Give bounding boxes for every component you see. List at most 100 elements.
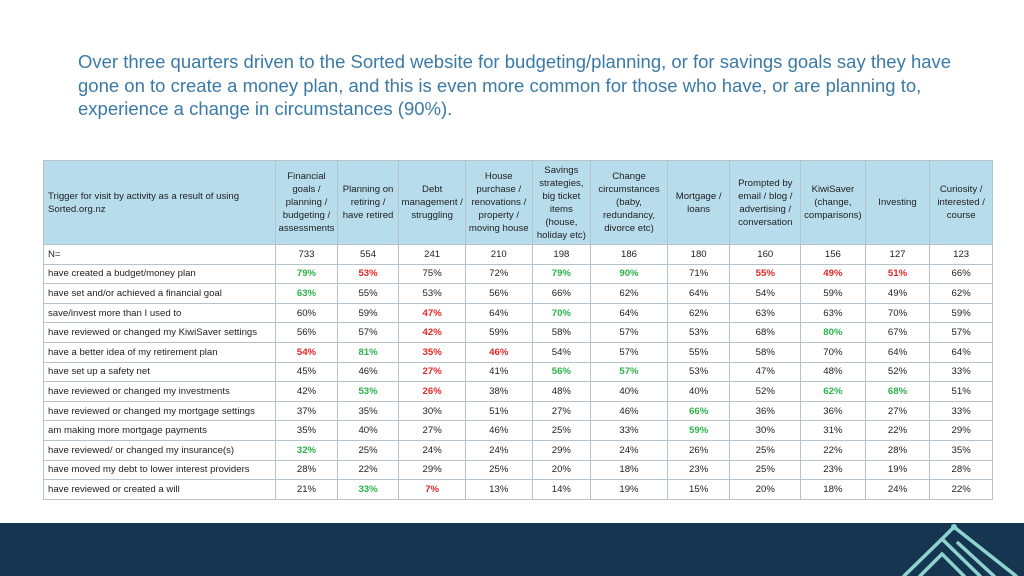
table-cell: 59%: [929, 302, 993, 324]
table-cell: 57%: [929, 322, 993, 343]
column-header: House purchase / renovations / property …: [464, 160, 533, 245]
table-cell: 55%: [666, 341, 731, 363]
row-label: have a better idea of my retirement plan: [42, 341, 277, 363]
row-label: have reviewed or changed my investments: [42, 381, 277, 402]
table-cell: 24%: [590, 439, 668, 461]
column-header: Investing: [864, 160, 931, 245]
table-cell: 27%: [531, 400, 592, 422]
column-header: KiwiSaver (change, comparisons): [800, 160, 866, 245]
table-cell: 53%: [336, 263, 400, 285]
table-cell: 47%: [398, 302, 466, 324]
table-cell: 81%: [336, 341, 400, 363]
table-cell: 36%: [800, 400, 866, 422]
table-cell: 28%: [929, 459, 993, 481]
table-cell: 733: [275, 244, 338, 265]
table-cell: 37%: [275, 400, 338, 422]
table-cell: 15%: [666, 479, 731, 500]
column-header: Planning on retiring / have retired: [336, 160, 400, 245]
table-row: have reviewed or created a will 21% 33% 7% 1…: [42, 479, 993, 500]
table-cell: 123: [929, 244, 993, 265]
table-cell: 31%: [800, 420, 866, 441]
column-header: Savings strategies, big ticket items (ho…: [531, 160, 592, 245]
table-row: have set and/or achieved a financial goa…: [42, 283, 993, 304]
table-cell: 52%: [864, 361, 931, 383]
table-cell: 51%: [929, 381, 993, 402]
table-row: N= 733 554 241 210 198 186 180 160 156 127 123: [42, 244, 993, 265]
table-cell: 62%: [800, 381, 866, 402]
table-cell: 63%: [275, 283, 338, 304]
table-cell: 20%: [531, 459, 592, 481]
table-cell: 58%: [729, 341, 802, 363]
table-cell: 22%: [864, 420, 931, 441]
column-header: Debt management / struggling: [398, 160, 466, 245]
table-cell: 241: [398, 244, 466, 265]
table-cell: 26%: [666, 439, 731, 461]
table-cell: 23%: [666, 459, 731, 481]
table-cell: 53%: [666, 322, 731, 343]
table-row: save/invest more than I used to 60% 59% 47%…: [42, 302, 993, 324]
table-cell: 29%: [531, 439, 592, 461]
table-cell: 57%: [590, 361, 668, 383]
table-cell: 46%: [464, 341, 533, 363]
table-cell: 24%: [864, 479, 931, 500]
table-cell: 79%: [531, 263, 592, 285]
table-cell: 56%: [275, 322, 338, 343]
table-cell: 28%: [275, 459, 338, 481]
table-cell: 67%: [864, 322, 931, 343]
table-cell: 27%: [398, 361, 466, 383]
table-cell: 71%: [666, 263, 731, 285]
table-cell: 68%: [864, 381, 931, 402]
table-cell: 26%: [398, 381, 466, 402]
table-cell: 68%: [729, 322, 802, 343]
table-cell: 7%: [398, 479, 466, 500]
table-row: have reviewed or changed my mortgage set…: [42, 400, 993, 422]
table-cell: 554: [336, 244, 400, 265]
table-cell: 18%: [800, 479, 866, 500]
table-cell: 57%: [590, 322, 668, 343]
table-cell: 66%: [666, 400, 731, 422]
table-cell: 64%: [929, 341, 993, 363]
table-cell: 54%: [531, 341, 592, 363]
table-row: have set up a safety net 45% 46% 27% 41% 56% 5…: [42, 361, 993, 383]
table-cell: 33%: [336, 479, 400, 500]
table-cell: 56%: [531, 361, 592, 383]
table-cell: 28%: [864, 439, 931, 461]
footer-bar: [0, 523, 1024, 576]
table-cell: 30%: [729, 420, 802, 441]
table-cell: 56%: [464, 283, 533, 304]
column-header: Mortgage / loans: [666, 160, 731, 245]
table-cell: 186: [590, 244, 668, 265]
table-cell: 25%: [464, 459, 533, 481]
header-row: Trigger for visit by activity as a resul…: [42, 160, 993, 245]
table-cell: 36%: [729, 400, 802, 422]
table-cell: 29%: [929, 420, 993, 441]
table-cell: 41%: [464, 361, 533, 383]
table-cell: 29%: [398, 459, 466, 481]
table-cell: 54%: [275, 341, 338, 363]
row-label: have reviewed or changed my KiwiSaver se…: [42, 322, 277, 343]
table-row: have moved my debt to lower interest pro…: [42, 459, 993, 481]
table-cell: 180: [666, 244, 731, 265]
table-cell: 70%: [864, 302, 931, 324]
row-label: save/invest more than I used to: [42, 302, 277, 324]
table-cell: 33%: [590, 420, 668, 441]
table-cell: 14%: [531, 479, 592, 500]
table-row: have created a budget/money plan 79% 53% 75…: [42, 263, 993, 285]
row-label: N=: [42, 244, 277, 265]
row-label: have set and/or achieved a financial goa…: [42, 283, 277, 304]
table-cell: 70%: [800, 341, 866, 363]
table-cell: 52%: [729, 381, 802, 402]
table-cell: 63%: [800, 302, 866, 324]
table-cell: 22%: [336, 459, 400, 481]
table-cell: 22%: [800, 439, 866, 461]
table-cell: 42%: [398, 322, 466, 343]
table-cell: 90%: [590, 263, 668, 285]
table-cell: 53%: [398, 283, 466, 304]
table-cell: 75%: [398, 263, 466, 285]
column-header: Financial goals / planning / budgeting /…: [275, 160, 338, 245]
table-row: have reviewed/ or changed my insurance(s…: [42, 439, 993, 461]
table-cell: 64%: [590, 302, 668, 324]
table-cell: 20%: [729, 479, 802, 500]
table-cell: 70%: [531, 302, 592, 324]
table-cell: 59%: [666, 420, 731, 441]
